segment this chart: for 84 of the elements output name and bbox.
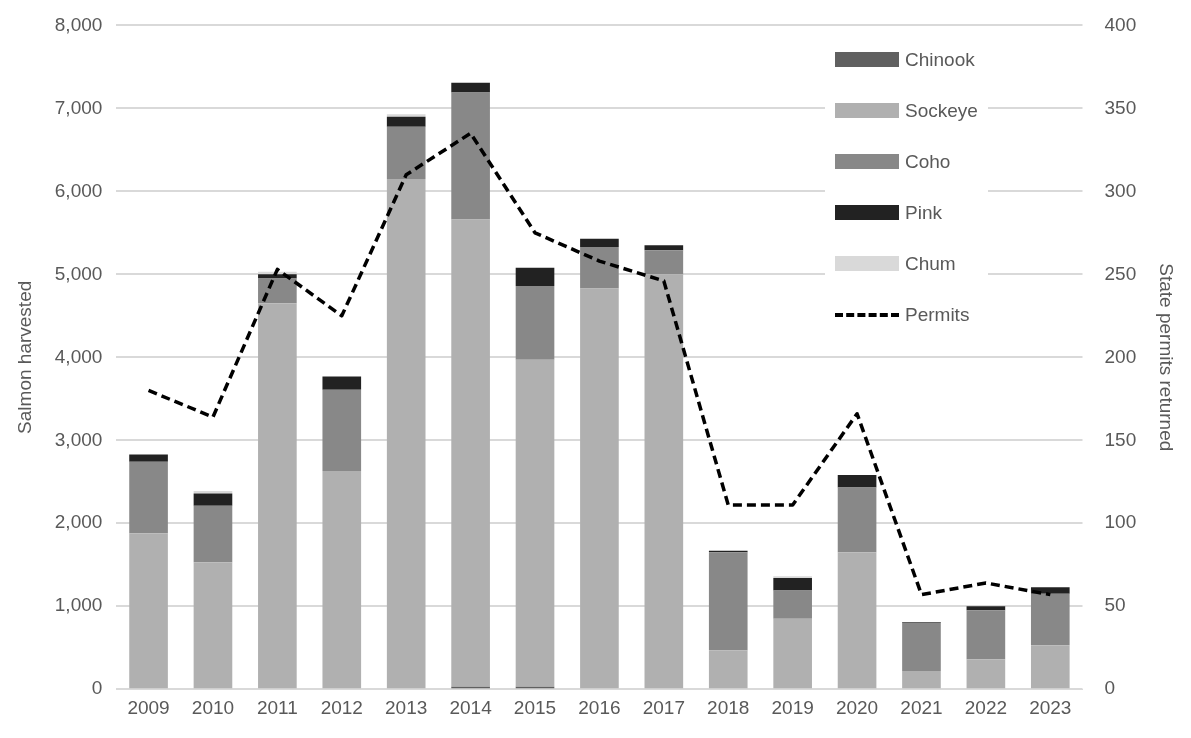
y-axis-title: Salmon harvested xyxy=(13,280,35,434)
legend-label: Sockeye xyxy=(905,99,978,122)
bar xyxy=(515,285,555,360)
y2-tick-label: 100 xyxy=(1104,511,1137,533)
bar xyxy=(258,303,297,689)
bar xyxy=(322,389,362,471)
y2-tick-label: 250 xyxy=(1104,262,1137,284)
x-tick-label: 2010 xyxy=(191,696,235,718)
y-tick-label: 2,000 xyxy=(54,511,103,533)
y2-tick-label: 50 xyxy=(1104,594,1126,616)
bar xyxy=(386,114,426,117)
bar xyxy=(322,470,362,689)
y-tick-label: 5,000 xyxy=(54,262,103,284)
bar xyxy=(773,618,812,689)
bar xyxy=(837,487,877,553)
x-tick-label: 2023 xyxy=(1029,696,1072,718)
bar xyxy=(451,92,490,220)
legend-label: Permits xyxy=(905,303,970,326)
legend-label: Chum xyxy=(905,252,956,275)
bar xyxy=(580,288,619,689)
bar xyxy=(580,238,619,247)
bar xyxy=(837,552,877,689)
y-tick-label: 0 xyxy=(91,677,103,699)
y2-tick-label: 300 xyxy=(1104,179,1137,201)
bar xyxy=(193,562,233,689)
legend-label: Coho xyxy=(905,150,951,173)
bar xyxy=(644,250,684,275)
line-series xyxy=(146,131,1053,597)
bar xyxy=(386,178,426,689)
bar xyxy=(129,461,168,534)
bar xyxy=(644,245,684,251)
bar xyxy=(644,274,684,689)
x-tick-label: 2015 xyxy=(513,696,557,718)
y2-tick-label: 150 xyxy=(1104,428,1137,450)
bar xyxy=(193,493,233,506)
bar xyxy=(902,670,941,689)
bar xyxy=(773,590,812,619)
x-tick-label: 2018 xyxy=(707,696,750,718)
bar xyxy=(386,116,426,127)
bar xyxy=(708,650,748,689)
y-tick-label: 4,000 xyxy=(54,345,103,367)
y2-tick-label: 400 xyxy=(1104,13,1137,35)
bar xyxy=(451,219,490,687)
x-tick-label: 2012 xyxy=(320,696,363,718)
x-tick-label: 2009 xyxy=(127,696,170,718)
x-tick-label: 2021 xyxy=(900,696,943,718)
bar xyxy=(193,505,233,563)
bar xyxy=(386,126,426,179)
y2-tick-label: 350 xyxy=(1104,96,1137,118)
bar xyxy=(451,82,490,93)
x-tick-label: 2017 xyxy=(642,696,685,718)
bar xyxy=(1030,593,1070,646)
bar xyxy=(966,610,1006,660)
bar xyxy=(129,454,168,462)
x-tick-label: 2014 xyxy=(449,696,493,718)
bar xyxy=(966,606,1006,611)
y-tick-label: 1,000 xyxy=(54,594,103,616)
bar xyxy=(773,578,812,591)
y-tick-label: 8,000 xyxy=(54,13,103,35)
bar xyxy=(515,267,555,286)
y-tick-label: 3,000 xyxy=(54,428,103,450)
y-tick-label: 7,000 xyxy=(54,96,103,118)
x-tick-label: 2013 xyxy=(385,696,428,718)
bar xyxy=(902,622,941,671)
bar xyxy=(515,359,555,687)
y2-tick-label: 0 xyxy=(1104,677,1116,699)
bar xyxy=(837,475,877,488)
y2-axis-title: State permits returned xyxy=(1156,263,1178,452)
bar xyxy=(258,278,297,304)
x-tick-label: 2016 xyxy=(578,696,621,718)
x-tick-label: 2020 xyxy=(835,696,879,718)
y2-tick-label: 200 xyxy=(1104,345,1137,367)
legend-label: Chinook xyxy=(905,48,975,71)
bar xyxy=(1030,645,1070,689)
bar xyxy=(580,246,619,289)
x-tick-label: 2022 xyxy=(964,696,1008,718)
bar xyxy=(129,533,168,689)
x-tick-label: 2019 xyxy=(771,696,814,718)
bar xyxy=(708,552,748,651)
x-tick-label: 2011 xyxy=(256,696,298,718)
bar xyxy=(966,659,1006,689)
legend-label: Pink xyxy=(905,201,942,224)
bar xyxy=(322,376,362,390)
y-tick-label: 6,000 xyxy=(54,179,103,201)
